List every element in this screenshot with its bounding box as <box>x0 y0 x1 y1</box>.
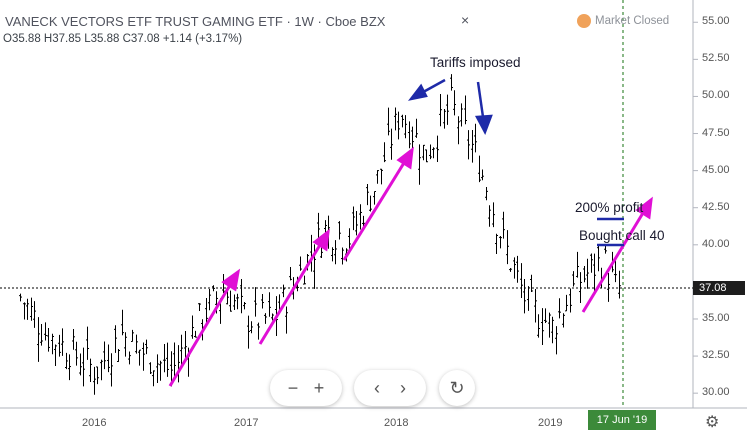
y-tick-label: 30.00 <box>702 386 730 399</box>
market-status: Market Closed <box>577 14 669 28</box>
zoom-in-button[interactable]: + <box>313 377 325 398</box>
ohlc-bars <box>19 74 621 395</box>
uptrend-arrow-3 <box>342 157 409 261</box>
reset-icon[interactable]: ↻ <box>449 377 465 398</box>
last-price-badge: 37.08 <box>693 281 745 295</box>
annotation-tariffs: Tariffs imposed <box>430 55 521 70</box>
y-tick-label: 35.00 <box>702 311 730 324</box>
y-tick-marks <box>693 21 698 394</box>
y-tick-label: 50.00 <box>702 89 730 102</box>
chart-title: VANECK VECTORS ETF TRUST GAMING ETF · 1W… <box>5 14 385 29</box>
close-icon[interactable]: × <box>461 12 470 28</box>
reset-controls: ↻ <box>439 370 475 406</box>
tariff-arrow-right-head <box>474 114 493 136</box>
y-tick-label: 52.50 <box>702 52 730 65</box>
scroll-right-button[interactable]: › <box>400 377 406 398</box>
tariff-arrow-left-head <box>407 83 428 101</box>
uptrend-arrows <box>168 146 653 387</box>
annotation-bought-call: Bought call 40 <box>579 228 665 243</box>
x-tick-label: 2018 <box>384 417 409 429</box>
market-closed-icon <box>577 14 591 28</box>
x-tick-label: 2019 <box>538 417 563 429</box>
uptrend-arrow-2 <box>258 239 325 345</box>
uptrend-arrow-1-head <box>221 268 241 292</box>
tariff-arrows <box>407 78 624 247</box>
zoom-out-button[interactable]: − <box>287 377 299 398</box>
x-tick-label: 2016 <box>82 417 107 429</box>
settings-gear-icon[interactable]: ⚙ <box>705 414 720 431</box>
zoom-controls: − + <box>270 370 342 406</box>
y-tick-label: 47.50 <box>702 126 730 139</box>
uptrend-arrow-2-head <box>312 228 330 252</box>
y-tick-label: 45.00 <box>702 163 730 176</box>
uptrend-arrow-3-head <box>396 146 414 170</box>
annotation-profit: 200% profit <box>575 200 644 215</box>
uptrend-arrow-4-head <box>635 196 653 220</box>
symbol-title: VANECK VECTORS ETF TRUST GAMING ETF · 1W… <box>5 14 386 29</box>
uptrend-arrow-4 <box>581 207 648 313</box>
y-tick-label: 32.50 <box>702 349 730 362</box>
x-tick-label: 2017 <box>234 417 259 429</box>
date-badge: 17 Jun '19 <box>588 410 656 430</box>
y-tick-label: 42.50 <box>702 200 730 213</box>
y-tick-label: 55.00 <box>702 15 730 28</box>
uptrend-arrow-1 <box>168 279 235 387</box>
scroll-controls: ‹ › <box>354 370 426 406</box>
market-status-label: Market Closed <box>595 15 670 27</box>
scroll-left-button[interactable]: ‹ <box>374 377 380 398</box>
ohlc-readout: O35.88 H37.85 L35.88 C37.08 +1.14 (+3.17… <box>3 33 243 45</box>
y-tick-label: 40.00 <box>702 237 730 250</box>
